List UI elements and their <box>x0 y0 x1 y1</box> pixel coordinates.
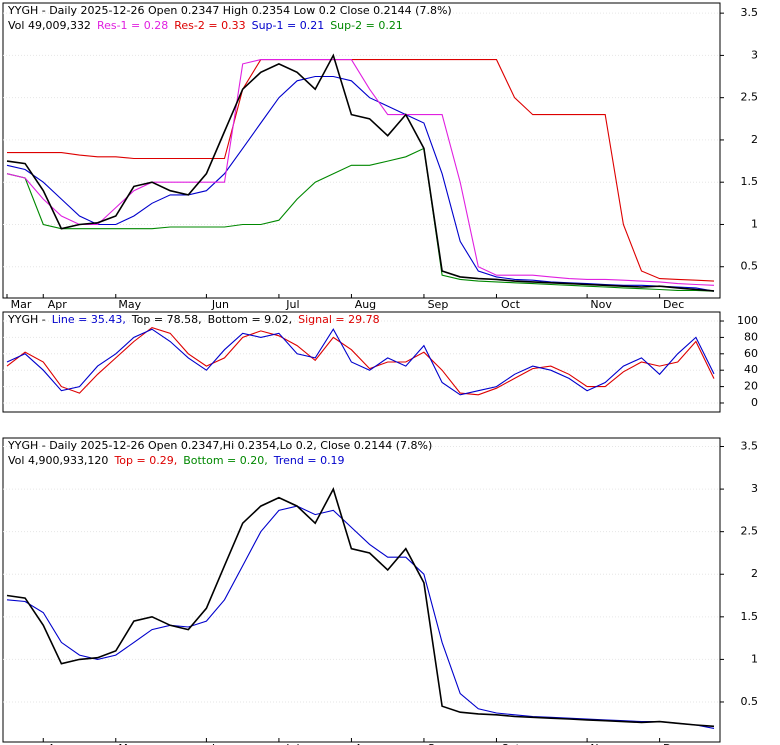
y-tick-label: 60 <box>744 347 758 360</box>
x-tick-label: Jul <box>285 298 299 311</box>
header-text: Top = 0.29, <box>113 454 177 467</box>
x-tick-label: Jun <box>211 298 229 311</box>
y-tick-label: 1.5 <box>741 610 759 623</box>
x-tick-label: Oct <box>501 298 521 311</box>
price-line <box>6 53 715 292</box>
y-tick-label: 20 <box>744 380 758 393</box>
header-text: Line = 35.43, <box>52 313 126 326</box>
x-tick-label: Dec <box>663 742 684 745</box>
x-tick-label: Aug <box>355 298 376 311</box>
header-text: Vol 49,009,332 <box>8 19 91 32</box>
x-tick-label: Jun <box>211 742 229 745</box>
header-text: Sup-1 = 0.21 <box>252 19 325 32</box>
y-tick-label: 0.5 <box>741 695 759 708</box>
indicator-line <box>6 75 715 292</box>
header-text: Bottom = 9.02, <box>208 313 293 326</box>
price-line <box>6 487 715 728</box>
header-text: Signal = 29.78 <box>298 313 380 326</box>
x-tick-label: Nov <box>590 298 612 311</box>
indicator-line <box>6 59 715 286</box>
y-tick-label: 2.5 <box>741 91 759 104</box>
header-text: Top = 78.58, <box>131 313 202 326</box>
x-tick-label: May <box>118 742 141 745</box>
header-text: YYGH - Daily 2025-12-26 Open 0.2347,Hi 0… <box>7 439 432 452</box>
y-tick-label: 1.5 <box>741 175 759 188</box>
y-tick-label: 2 <box>751 567 758 580</box>
header-text: Sup-2 = 0.21 <box>330 19 403 32</box>
indicator-line <box>6 505 715 729</box>
panel-frame <box>2 311 721 413</box>
y-tick-label: 0.5 <box>741 260 759 273</box>
indicator-line <box>6 328 715 396</box>
x-tick-label: Apr <box>48 298 68 311</box>
y-tick-label: 3.5 <box>741 440 759 453</box>
y-tick-label: 3 <box>751 482 758 495</box>
y-tick-label: 1 <box>751 652 758 665</box>
panel-frame <box>2 2 721 299</box>
header-text: Vol 4,900,933,120 <box>8 454 108 467</box>
y-tick-label: 100 <box>737 314 758 327</box>
x-tick-label: Mar <box>11 298 32 311</box>
x-tick-label: Sep <box>428 298 449 311</box>
header-text: Res-2 = 0.33 <box>174 19 245 32</box>
x-tick-label: Oct <box>501 742 521 745</box>
y-tick-label: 80 <box>744 330 758 343</box>
indicator-line <box>7 59 715 282</box>
header-text: Trend = 0.19 <box>273 454 345 467</box>
indicator-line <box>6 147 715 292</box>
panel-frame <box>2 437 721 743</box>
y-tick-label: 40 <box>744 363 758 376</box>
header-text: Res-1 = 0.28 <box>97 19 168 32</box>
x-tick-label: Aug <box>355 742 376 745</box>
x-tick-label: Sep <box>428 742 449 745</box>
y-tick-label: 0 <box>751 396 758 409</box>
x-tick-label: Dec <box>663 298 684 311</box>
x-tick-label: Apr <box>48 742 68 745</box>
x-tick-label: Jul <box>285 742 299 745</box>
x-tick-label: Nov <box>590 742 612 745</box>
header-text: Bottom = 0.20, <box>183 454 268 467</box>
y-tick-label: 3.5 <box>741 6 759 19</box>
y-tick-label: 1 <box>751 217 758 230</box>
x-tick-label: May <box>118 298 141 311</box>
header-text: YYGH - Daily 2025-12-26 Open 0.2347 High… <box>7 4 452 17</box>
y-tick-label: 2 <box>751 133 758 146</box>
y-tick-label: 3 <box>751 48 758 61</box>
y-tick-label: 2.5 <box>741 525 759 538</box>
header-text: YYGH - <box>7 313 46 326</box>
